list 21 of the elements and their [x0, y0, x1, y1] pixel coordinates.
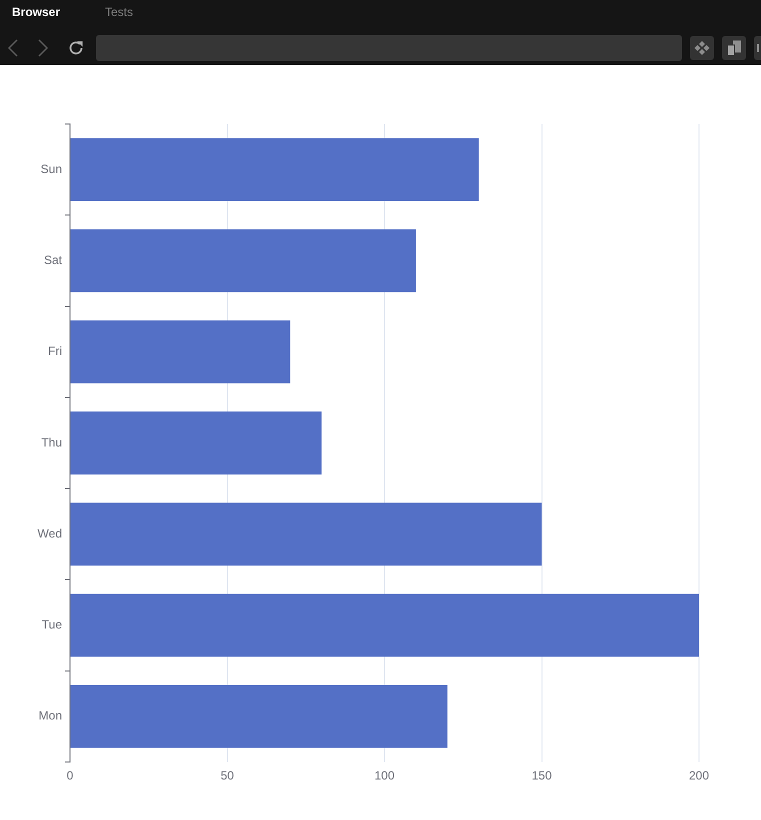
bar — [70, 684, 448, 748]
y-tick-label: Thu — [41, 435, 62, 450]
bar — [70, 412, 322, 474]
y-tick-label: Sat — [44, 253, 63, 268]
x-tick-label: 200 — [688, 768, 710, 783]
y-tick-label: Sun — [40, 162, 62, 176]
y-tick-label: Tue — [42, 618, 62, 632]
x-tick-label: 50 — [220, 768, 234, 783]
y-tick-label: Mon — [38, 708, 62, 723]
bar — [70, 594, 699, 657]
bar — [70, 229, 416, 292]
text: Browser — [12, 4, 60, 20]
x-tick-label: 100 — [374, 768, 395, 783]
text: Tests — [105, 4, 134, 20]
x-tick-label: 0 — [66, 768, 74, 783]
x-tick-label: 150 — [532, 768, 552, 783]
y-tick-label: Fri — [48, 344, 62, 358]
bar — [70, 320, 290, 384]
y-tick-label: Wed — [38, 526, 62, 540]
bar — [70, 502, 542, 566]
bar — [70, 138, 479, 202]
